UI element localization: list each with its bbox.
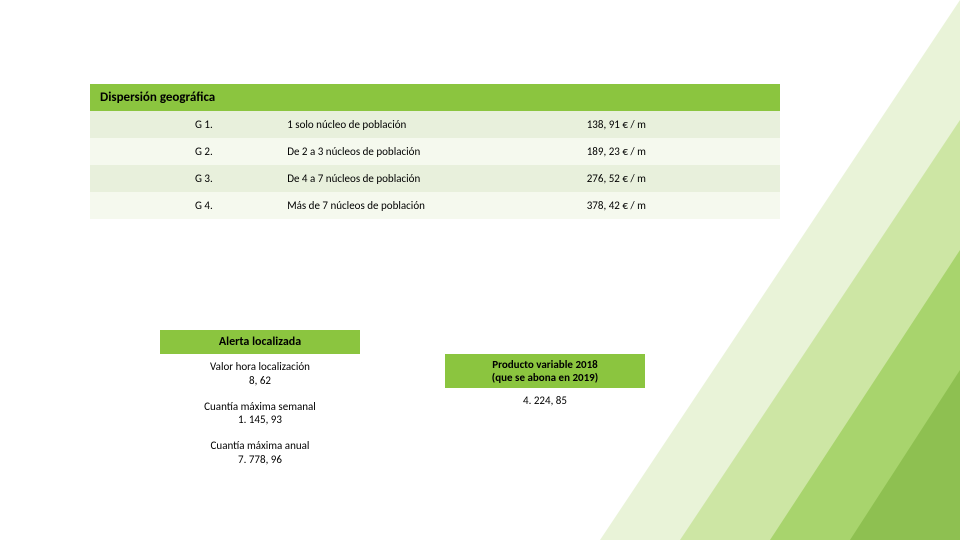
slide: Dispersión geográfica G 1. 1 solo núcleo… [0, 0, 960, 540]
producto-header-line1: Producto variable 2018 [492, 358, 598, 371]
producto-table: Producto variable 2018 (que se abona en … [445, 354, 645, 413]
deco-poly-1 [600, 0, 960, 540]
table-header-row: Dispersión geográfica [90, 84, 780, 111]
cell-grade: G 1. [90, 111, 277, 138]
alerta-cell: Cuantía máxima semanal 1. 145, 93 [160, 394, 360, 434]
cell-grade: G 4. [90, 192, 277, 219]
producto-header: Producto variable 2018 (que se abona en … [445, 354, 645, 388]
alerta-label: Valor hora localización [210, 360, 310, 373]
cell-desc: Más de 7 núcleos de población [277, 192, 577, 219]
dispersion-header: Dispersión geográfica [90, 84, 780, 111]
table-row: G 3. De 4 a 7 núcleos de población 276, … [90, 165, 780, 192]
deco-poly-4 [850, 370, 960, 540]
decorative-triangles [540, 0, 960, 540]
cell-grade: G 2. [90, 138, 277, 165]
alerta-cell: Valor hora localización 8, 62 [160, 354, 360, 394]
producto-header-line2: (que se abona en 2019) [492, 371, 598, 384]
cell-amount: 138, 91 € / m [577, 111, 780, 138]
alerta-table: Alerta localizada Valor hora localizació… [160, 330, 360, 473]
cell-amount: 378, 42 € / m [577, 192, 780, 219]
alerta-value: 7. 778, 96 [238, 453, 282, 466]
table-row: G 4. Más de 7 núcleos de población 378, … [90, 192, 780, 219]
alerta-value: 1. 145, 93 [238, 413, 282, 426]
alerta-header: Alerta localizada [160, 330, 360, 354]
table-row: G 1. 1 solo núcleo de población 138, 91 … [90, 111, 780, 138]
table-row: G 2. De 2 a 3 núcleos de población 189, … [90, 138, 780, 165]
producto-value: 4. 224, 85 [445, 388, 645, 413]
cell-desc: 1 solo núcleo de población [277, 111, 577, 138]
cell-desc: De 4 a 7 núcleos de población [277, 165, 577, 192]
deco-poly-3 [770, 250, 960, 540]
alerta-label: Cuantía máxima semanal [204, 400, 316, 413]
alerta-cell: Cuantía máxima anual 7. 778, 96 [160, 433, 360, 473]
alerta-label: Cuantía máxima anual [211, 439, 310, 452]
dispersion-table: Dispersión geográfica G 1. 1 solo núcleo… [90, 84, 780, 219]
alerta-value: 8, 62 [249, 374, 271, 387]
cell-amount: 276, 52 € / m [577, 165, 780, 192]
cell-grade: G 3. [90, 165, 277, 192]
cell-desc: De 2 a 3 núcleos de población [277, 138, 577, 165]
cell-amount: 189, 23 € / m [577, 138, 780, 165]
